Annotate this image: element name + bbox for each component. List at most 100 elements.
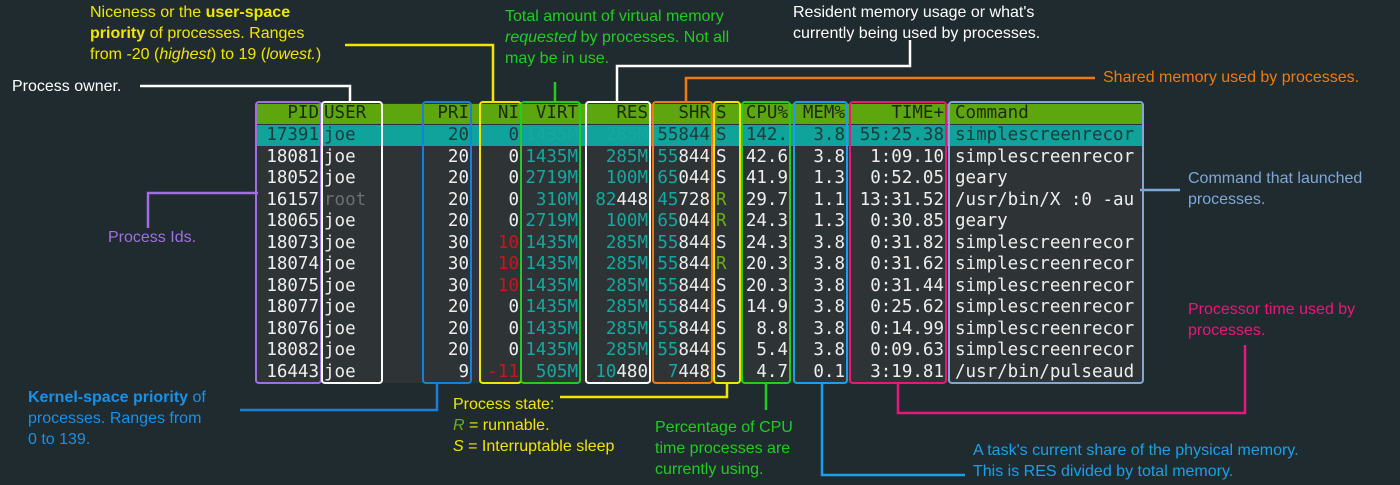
niceness-connector [345, 43, 495, 103]
cell-user: joe [324, 168, 356, 188]
cell-cpu: 8.8 [756, 318, 788, 339]
cell-cpu: 14.9 [745, 297, 788, 317]
column-header-shr[interactable]: SHR [678, 103, 710, 123]
cell-cpu: 24.3 [745, 211, 788, 231]
column-header-pri[interactable]: PRI [437, 103, 469, 123]
cell-cpu: 20.3 [745, 254, 788, 274]
cell-ni: 0 [508, 340, 519, 360]
column-header-virt[interactable]: VIRT [535, 103, 578, 123]
column-header-pid[interactable]: PID [287, 103, 319, 123]
cell-ni: 0 [508, 189, 519, 210]
cell-cpu: 5.4 [756, 340, 788, 360]
highlight-box-mem [793, 101, 848, 384]
highlight-box-user [321, 101, 383, 384]
column-header-cpu[interactable]: CPU% [745, 103, 788, 123]
shr-connector [684, 76, 1095, 103]
column-header-time[interactable]: TIME+ [891, 103, 944, 123]
selected-row-highlight[interactable] [255, 125, 1143, 146]
cell-virt: 1435M [525, 254, 578, 274]
cell-virt: 1435M [525, 340, 578, 360]
cell-user: joe [324, 254, 356, 274]
column-header-state[interactable]: S [716, 103, 727, 123]
cell-time: 0:09.63 [870, 340, 944, 360]
cell-pri: 20 [447, 340, 469, 360]
cell-pri: 30 [447, 254, 469, 274]
cell-state: S [716, 125, 727, 145]
cell-pid: 18065 [266, 211, 319, 231]
cell-cpu: 41.9 [745, 168, 788, 188]
cell-pid: 18074 [266, 254, 319, 274]
cell-virt: 1435M [525, 125, 578, 145]
cell-cpu: 4.7 [756, 361, 788, 382]
column-header-res[interactable]: RES [616, 103, 648, 123]
kernel-connector [240, 383, 439, 412]
cell-shr: 55844 [657, 254, 710, 274]
cell-pri: 20 [447, 297, 469, 317]
cell-time: 0:14.99 [870, 318, 944, 339]
cell-user: root [324, 189, 367, 210]
cell-res: 285M [605, 254, 648, 274]
cell-time: 0:31.44 [870, 275, 944, 296]
cell-res: 285M [605, 340, 648, 360]
cell-user: joe [324, 275, 356, 296]
cell-mem: 3.8 [813, 146, 845, 167]
annotation-mem: A task's current share of the physical m… [973, 442, 1299, 480]
highlight-box-cpu [741, 101, 791, 384]
cell-cpu: 29.7 [745, 189, 788, 210]
column-header-ni[interactable]: NI [497, 103, 519, 123]
annotation-niceness: Niceness or the user-space priority of p… [90, 4, 322, 63]
cell-user: joe [324, 340, 356, 360]
cell-ni: 10 [497, 232, 519, 253]
htop-process-table: PID USER PRI NI VIRT RES SHR S CPU% MEM% TIME+ Comm… [255, 103, 1143, 383]
cell-virt: 2719M [525, 168, 578, 188]
cell-mem: 3.8 [813, 340, 845, 360]
cell-shr: 55844 [657, 340, 710, 360]
cell-shr: 65044 [657, 168, 710, 188]
cell-command: simplescreenrecor [955, 254, 1135, 274]
annotation-state: Process state: R = runnable. S = Interru… [453, 396, 615, 455]
cell-shr: 55844 [657, 275, 710, 296]
cell-res: 285M [605, 275, 648, 296]
cell-pid: 18076 [266, 318, 319, 339]
cell-res: 100M [605, 211, 648, 231]
cell-time: 3:19.81 [870, 361, 944, 382]
res-connector [615, 40, 912, 103]
cell-state: S [716, 361, 727, 382]
column-header-mem[interactable]: MEM% [802, 103, 845, 123]
cell-res: 285M [605, 297, 648, 317]
cell-command: /usr/bin/X :0 -au [955, 189, 1135, 210]
annotation-owner: Process owner. [12, 78, 122, 95]
cell-virt: 310M [535, 189, 578, 210]
cell-command: simplescreenrecor [955, 340, 1135, 360]
cell-res: 285M [605, 318, 648, 339]
cell-command: simplescreenrecor [955, 275, 1135, 296]
highlight-box-pri [422, 101, 472, 384]
cell-ni: 10 [497, 254, 519, 274]
highlight-box-shr [652, 101, 713, 384]
cell-time: 1:09.10 [870, 146, 944, 167]
cell-state: S [716, 318, 727, 339]
cell-virt: 2719M [525, 211, 578, 231]
cell-command: /usr/bin/pulseaud [955, 361, 1135, 382]
cell-mem: 3.8 [813, 125, 845, 145]
time-connector [896, 345, 1247, 415]
cell-mem: 3.8 [813, 254, 845, 274]
cell-time: 0:31.62 [870, 254, 944, 274]
cell-pri: 20 [447, 125, 469, 145]
cell-state: R [716, 211, 727, 231]
cell-user: joe [324, 318, 356, 339]
state-connector [560, 383, 729, 399]
owner-connector [140, 84, 352, 103]
cell-pri: 30 [447, 232, 469, 253]
column-header-command[interactable]: Command [955, 103, 1029, 123]
cell-res: 82448 [595, 189, 648, 210]
cell-shr: 7448 [667, 361, 710, 382]
cell-pri: 20 [447, 168, 469, 188]
cell-virt: 1435M [525, 318, 578, 339]
column-header-user[interactable]: USER [324, 103, 367, 123]
cell-pri: 30 [447, 275, 469, 296]
cell-pid: 16157 [266, 189, 319, 210]
cell-res: 285M [605, 146, 648, 167]
cell-state: S [716, 340, 727, 360]
cell-shr: 55844 [657, 297, 710, 317]
